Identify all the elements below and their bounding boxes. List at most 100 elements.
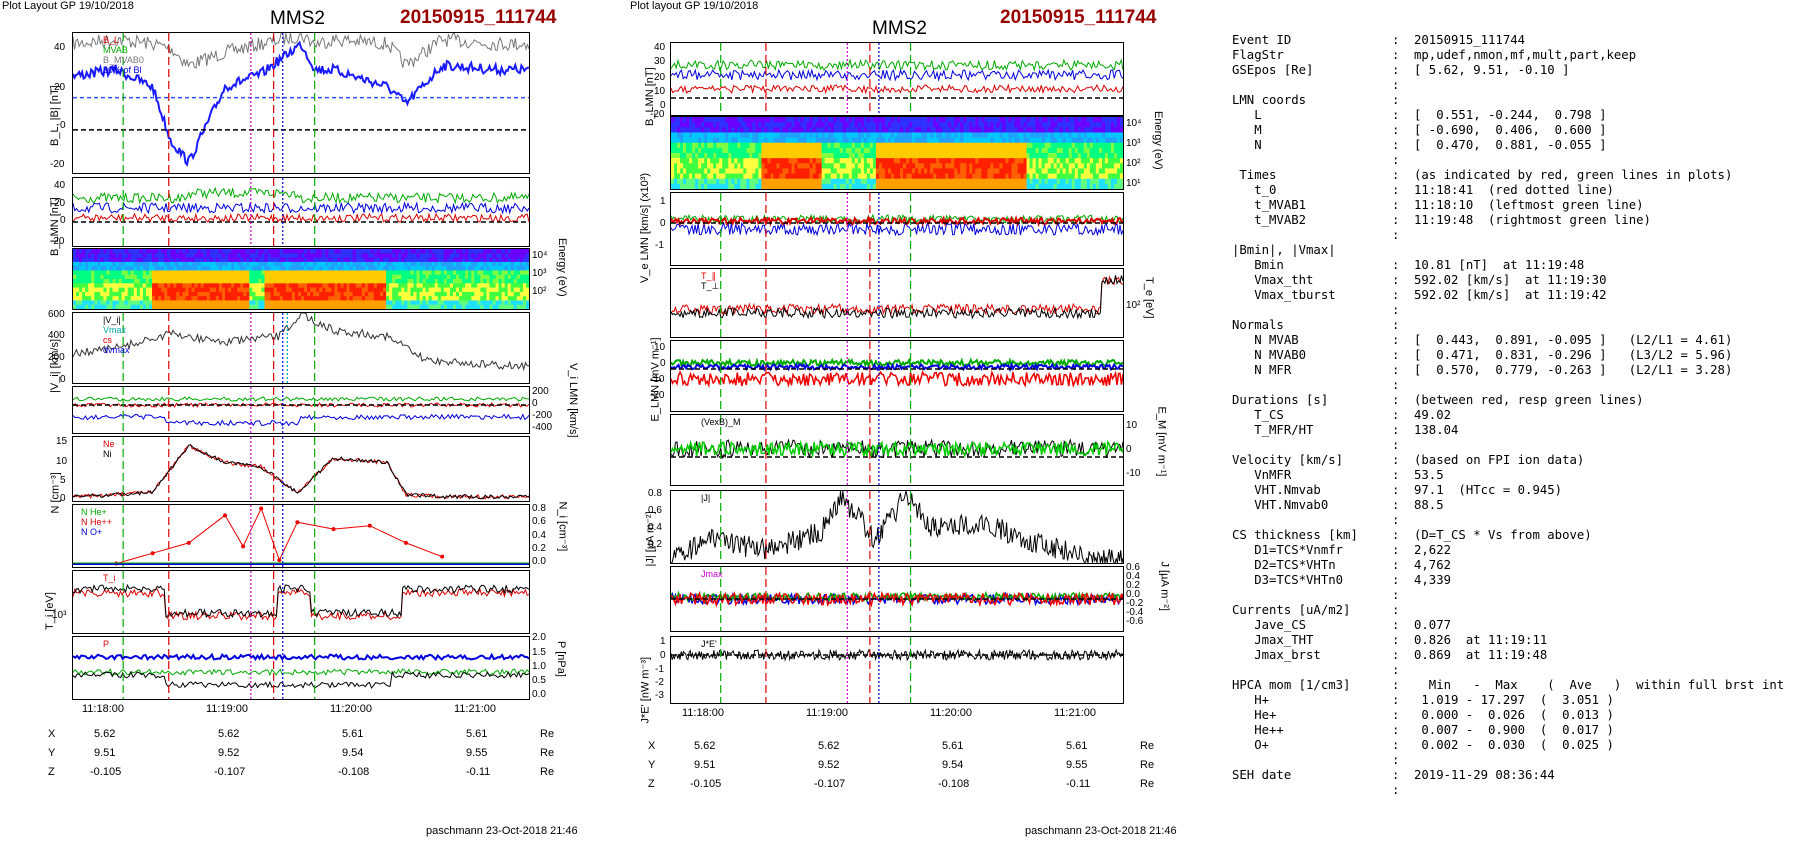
spectrogram-cell xyxy=(1005,178,1010,185)
spectrogram-cell xyxy=(337,300,342,306)
spectrogram-cell xyxy=(689,183,693,189)
spectrogram-cell xyxy=(106,304,111,309)
legend: Ne Ni xyxy=(103,439,115,459)
spectrogram-cell xyxy=(791,142,796,149)
spectrogram-cell xyxy=(246,274,250,280)
spectrogram-cell xyxy=(1059,153,1064,159)
spectrogram-cell xyxy=(507,266,512,272)
spectrogram-cell xyxy=(504,249,509,254)
spectrogram-cell xyxy=(1119,132,1123,139)
spectrogram-cell xyxy=(1107,168,1112,175)
spectrogram-cell xyxy=(1011,158,1016,164)
spectrogram-cell xyxy=(770,178,775,185)
spectrogram-cell xyxy=(340,291,345,297)
spectrogram-cell xyxy=(918,153,922,159)
info-separator: : xyxy=(1392,288,1400,302)
spectrogram-cell xyxy=(1095,168,1100,175)
spectrogram-cell xyxy=(1065,183,1070,189)
spectrogram-cell xyxy=(758,132,762,139)
spectrogram-cell xyxy=(255,274,260,280)
spectrogram-cell xyxy=(291,249,296,254)
spectrogram-cell xyxy=(331,296,336,302)
spectrogram-cell xyxy=(130,266,135,272)
spectrogram-cell xyxy=(1116,178,1121,185)
spectrogram-cell xyxy=(322,261,326,267)
spectrogram-cell xyxy=(291,257,296,263)
spectrogram-cell xyxy=(1095,122,1100,128)
spectrogram-cell xyxy=(206,257,211,263)
spectrogram-cell xyxy=(1098,163,1103,170)
spectrogram-cell xyxy=(794,163,799,170)
spectrogram-cell xyxy=(963,122,967,128)
spectrogram-cell xyxy=(936,117,940,123)
spectrogram-cell xyxy=(346,257,351,263)
spectrogram-cell xyxy=(127,274,132,280)
spectrogram-cell xyxy=(483,257,488,263)
spectrogram-cell xyxy=(719,132,723,139)
spectrogram-cell xyxy=(127,296,132,302)
spectrogram-cell xyxy=(145,296,150,302)
spectrogram-cell xyxy=(1113,117,1118,123)
spectrogram-cell xyxy=(176,300,180,306)
spectrogram-cell xyxy=(1086,137,1091,144)
spectrogram-cell xyxy=(999,183,1004,189)
spectrogram-cell xyxy=(848,163,853,170)
spectrogram-cell xyxy=(875,127,880,134)
info-separator: : xyxy=(1392,513,1400,527)
spectrogram-cell xyxy=(1098,158,1103,164)
spectrogram-cell xyxy=(389,300,393,306)
spectrogram-cell xyxy=(731,158,735,164)
spectrogram-cell xyxy=(716,137,720,144)
spectrogram-cell xyxy=(981,147,985,154)
spectrogram-cell xyxy=(1080,178,1085,185)
y-tick: 30 xyxy=(654,56,666,67)
spectrogram-cell xyxy=(367,300,372,306)
spectrogram-cell xyxy=(978,132,982,139)
spectrogram-cell xyxy=(740,122,744,128)
spectrogram-cell xyxy=(377,279,381,284)
spectrogram-cell xyxy=(127,261,132,267)
spectrogram-cell xyxy=(103,257,108,263)
spectrogram-cell xyxy=(206,249,211,254)
info-label xyxy=(1232,753,1392,768)
pos-value: 5.61 xyxy=(342,728,364,740)
spectrogram-cell xyxy=(158,279,162,284)
spectrogram-cell xyxy=(288,261,293,267)
spectrogram-cell xyxy=(725,127,729,134)
spectrogram-cell xyxy=(94,261,98,267)
spectrogram-cell xyxy=(261,291,266,297)
spectrogram-cell xyxy=(773,127,778,134)
spectrogram-cell xyxy=(680,163,684,170)
spectrogram-cell xyxy=(1089,178,1094,185)
spectrogram-cell xyxy=(419,253,424,259)
spectrogram-cell xyxy=(884,117,889,123)
spectrogram-cell xyxy=(683,122,687,128)
spectrogram-cell xyxy=(361,274,366,280)
info-label xyxy=(1232,588,1392,603)
spectrogram-cell xyxy=(252,291,256,297)
spectrogram-cell xyxy=(797,117,802,123)
spectrogram-cell xyxy=(410,270,415,276)
spectrogram-cell xyxy=(468,261,472,267)
spectrogram-cell xyxy=(94,249,98,254)
spectrogram-cell xyxy=(731,173,735,180)
spectrogram-cell xyxy=(927,158,931,164)
spectrogram-cell xyxy=(770,137,775,144)
spectrogram-cell xyxy=(1035,137,1040,144)
spectrogram-cell xyxy=(716,183,720,189)
spectrogram-cell xyxy=(719,142,723,149)
spectrogram-cell xyxy=(130,279,135,284)
spectrogram-cell xyxy=(993,147,998,154)
spectrogram-cell xyxy=(310,261,314,267)
spectrogram-cell xyxy=(261,274,266,280)
spectrogram-cell xyxy=(373,296,378,302)
spectrogram-cell xyxy=(228,296,232,302)
spectrogram-cell xyxy=(206,279,211,284)
spectrogram-cell xyxy=(987,137,992,144)
spectrogram-cell xyxy=(770,122,775,128)
spectrogram-cell xyxy=(258,253,263,259)
spectrogram-cell xyxy=(164,270,168,276)
spectrogram-cell xyxy=(231,274,235,280)
info-line: Velocity [km/s]: (based on FPI ion data) xyxy=(1232,453,1792,468)
spectrogram-cell xyxy=(1083,153,1088,159)
